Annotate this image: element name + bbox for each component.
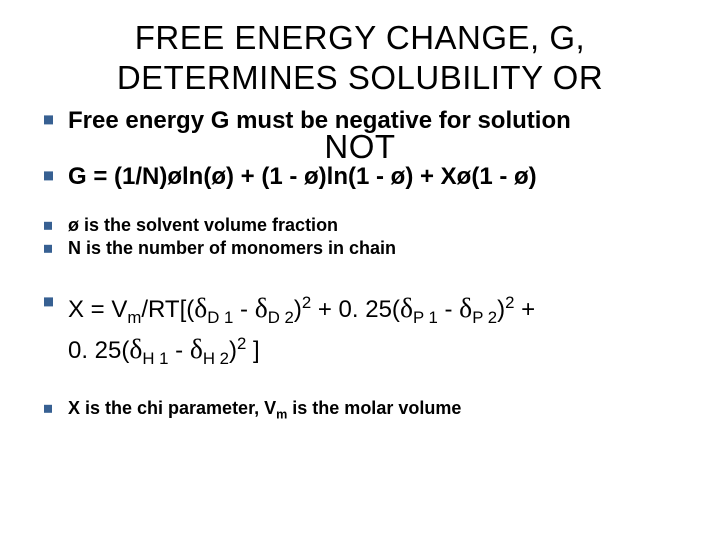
bullet-4-text: N is the number of monomers in chain	[68, 238, 396, 258]
bullet-4: N is the number of monomers in chain	[40, 238, 680, 259]
bullet-3-text: ø is the solvent volume fraction	[68, 215, 338, 235]
title-line-1: FREE ENERGY CHANGE, G,	[135, 19, 585, 56]
b5-025b: 0. 25(	[68, 337, 129, 364]
b5-minus-2: -	[438, 296, 459, 323]
bullet-3: ø is the solvent volume fraction	[40, 215, 680, 236]
b5-plus025a: + 0. 25(	[311, 296, 400, 323]
bullet-2: G = (1/N)øln(ø) + (1 - ø)ln(1 - ø) + Xø(…	[40, 163, 680, 191]
b5-sub-d2: D 2	[268, 308, 294, 327]
b5-part-2: /RT[(	[141, 296, 194, 323]
bullet-1-text: Free energy G must be negative for solut…	[68, 107, 571, 134]
delta-icon: δ	[194, 292, 207, 323]
b5-part-1: X = V	[68, 296, 127, 323]
delta-icon: δ	[400, 292, 413, 323]
bullet-1: Free energy G must be negative for solut…	[40, 107, 680, 135]
b6-pre: X is the chi parameter, V	[68, 398, 276, 418]
b5-minus-3: -	[169, 337, 190, 364]
delta-icon: δ	[190, 333, 203, 364]
b5-end: ]	[246, 337, 259, 364]
b5-sup-3: 2	[237, 334, 246, 353]
b6-sub-m: m	[276, 408, 287, 422]
content-area: Free energy G must be negative for solut…	[40, 107, 680, 422]
b5-sub-d1: D 1	[207, 308, 233, 327]
bullet-5: X = Vm/RT[(δD 1 - δD 2)2 + 0. 25(δP 1 - …	[40, 289, 680, 370]
bullet-2-text: G = (1/N)øln(ø) + (1 - ø)ln(1 - ø) + Xø(…	[68, 163, 537, 190]
b5-paren-3: )	[229, 337, 237, 364]
slide-title: FREE ENERGY CHANGE, G, DETERMINES SOLUBI…	[40, 18, 680, 97]
title-line-2: DETERMINES SOLUBILITY OR	[117, 59, 603, 96]
b5-sub-m: m	[127, 308, 141, 327]
b5-sub-h2: H 2	[203, 348, 229, 367]
b5-sub-p2: P 2	[472, 308, 497, 327]
bullet-list: Free energy G must be negative for solut…	[40, 107, 680, 422]
delta-icon: δ	[255, 292, 268, 323]
b5-plus-2: +	[514, 296, 535, 323]
b6-post: is the molar volume	[287, 398, 461, 418]
bullet-6: X is the chi parameter, Vm is the molar …	[40, 398, 680, 422]
b5-minus-1: -	[233, 296, 254, 323]
b5-paren-1: )	[294, 296, 302, 323]
delta-icon: δ	[129, 333, 142, 364]
slide: FREE ENERGY CHANGE, G, DETERMINES SOLUBI…	[0, 0, 720, 540]
delta-icon: δ	[459, 292, 472, 323]
b5-sub-h1: H 1	[142, 348, 168, 367]
b5-sup-1: 2	[302, 293, 311, 312]
b5-paren-2: )	[497, 296, 505, 323]
b5-sub-p1: P 1	[413, 308, 438, 327]
